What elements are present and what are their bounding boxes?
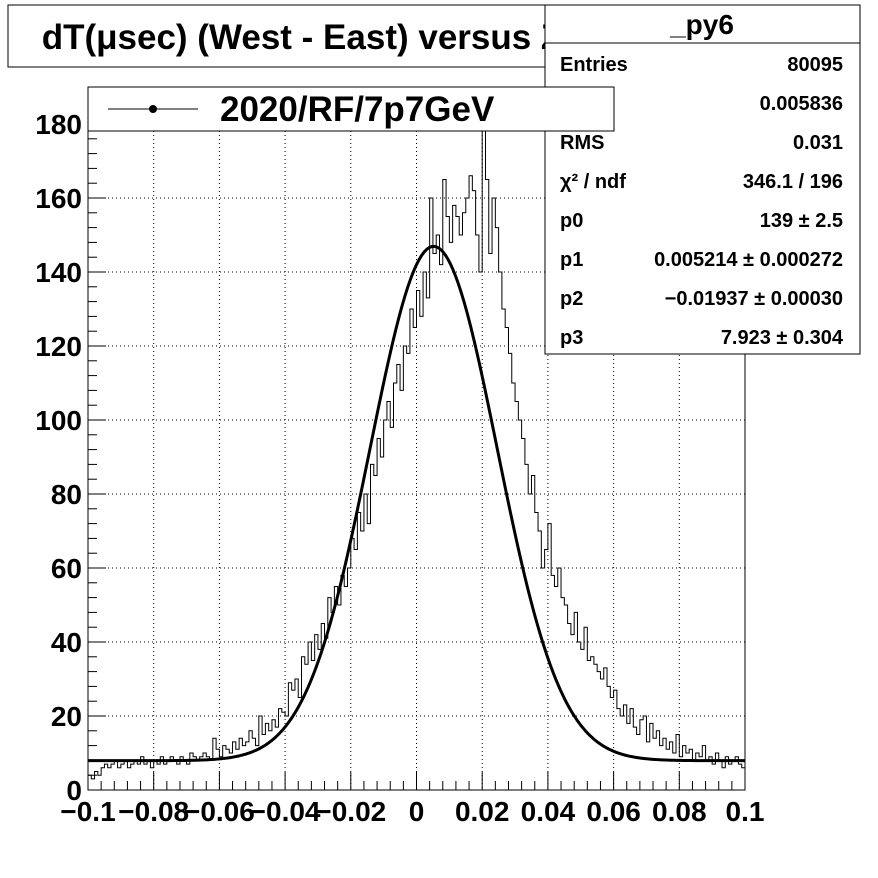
y-tick-label: 0 (66, 775, 82, 806)
y-tick-label: 140 (35, 257, 82, 288)
x-tick-label: −0.08 (118, 796, 189, 827)
y-tick-label: 120 (35, 331, 82, 362)
x-tick-label: −0.1 (60, 796, 115, 827)
stats-row-label: p0 (560, 210, 583, 232)
y-tick-label: 100 (35, 405, 82, 436)
stats-frame (544, 4, 861, 355)
chart-title: dT(μsec) (West - East) versus Z (42, 18, 563, 57)
stats-row-label: RMS (560, 132, 604, 154)
stats-row-value: 0.031 (793, 132, 843, 154)
x-tick-label: 0.1 (726, 796, 765, 827)
stats-name: _py6 (669, 9, 734, 40)
x-tick-label: −0.04 (250, 796, 321, 827)
stats-row-value: 0.005836 (760, 93, 843, 115)
legend-box: 2020/RF/7p7GeV (87, 86, 615, 132)
stats-row-label: Entries (560, 54, 628, 76)
stats-row-value: 139 ± 2.5 (760, 210, 843, 232)
x-tick-label: 0.04 (521, 796, 576, 827)
fit-curve (88, 244, 745, 763)
title-frame (7, 4, 601, 68)
y-tick-label: 40 (51, 627, 82, 658)
stats-row-label: p2 (560, 288, 583, 310)
stats-row-value: 7.923 ± 0.304 (721, 327, 844, 349)
stats-row-label: p3 (560, 327, 583, 349)
y-tick-label: 180 (35, 109, 82, 140)
x-tick-label: 0.02 (455, 796, 510, 827)
stats-row-value: −0.01937 ± 0.00030 (665, 288, 843, 310)
stats-box: _py6 Entries80095Mean0.005836RMS0.031χ² … (544, 4, 861, 355)
y-tick-label: 80 (51, 479, 82, 510)
stats-row-label: p1 (560, 249, 583, 271)
fit-curve-group (88, 244, 745, 763)
x-tick-label: −0.06 (184, 796, 255, 827)
stats-row-value: 80095 (787, 54, 843, 76)
x-tick-label: 0.08 (652, 796, 707, 827)
legend-marker-point (149, 105, 157, 113)
y-tick-label: 60 (51, 553, 82, 584)
x-tick-label: −0.02 (315, 796, 386, 827)
stats-row-label: χ² / ndf (560, 171, 626, 193)
title-box: dT(μsec) (West - East) versus Z (7, 4, 601, 68)
y-tick-label: 160 (35, 183, 82, 214)
x-tick-label: 0 (409, 796, 425, 827)
stats-row-value: 346.1 / 196 (743, 171, 843, 193)
y-tick-label: 20 (51, 701, 82, 732)
legend-entry-label: 2020/RF/7p7GeV (220, 90, 495, 129)
x-tick-label: 0.06 (586, 796, 641, 827)
stats-row-value: 0.005214 ± 0.000272 (654, 249, 843, 271)
